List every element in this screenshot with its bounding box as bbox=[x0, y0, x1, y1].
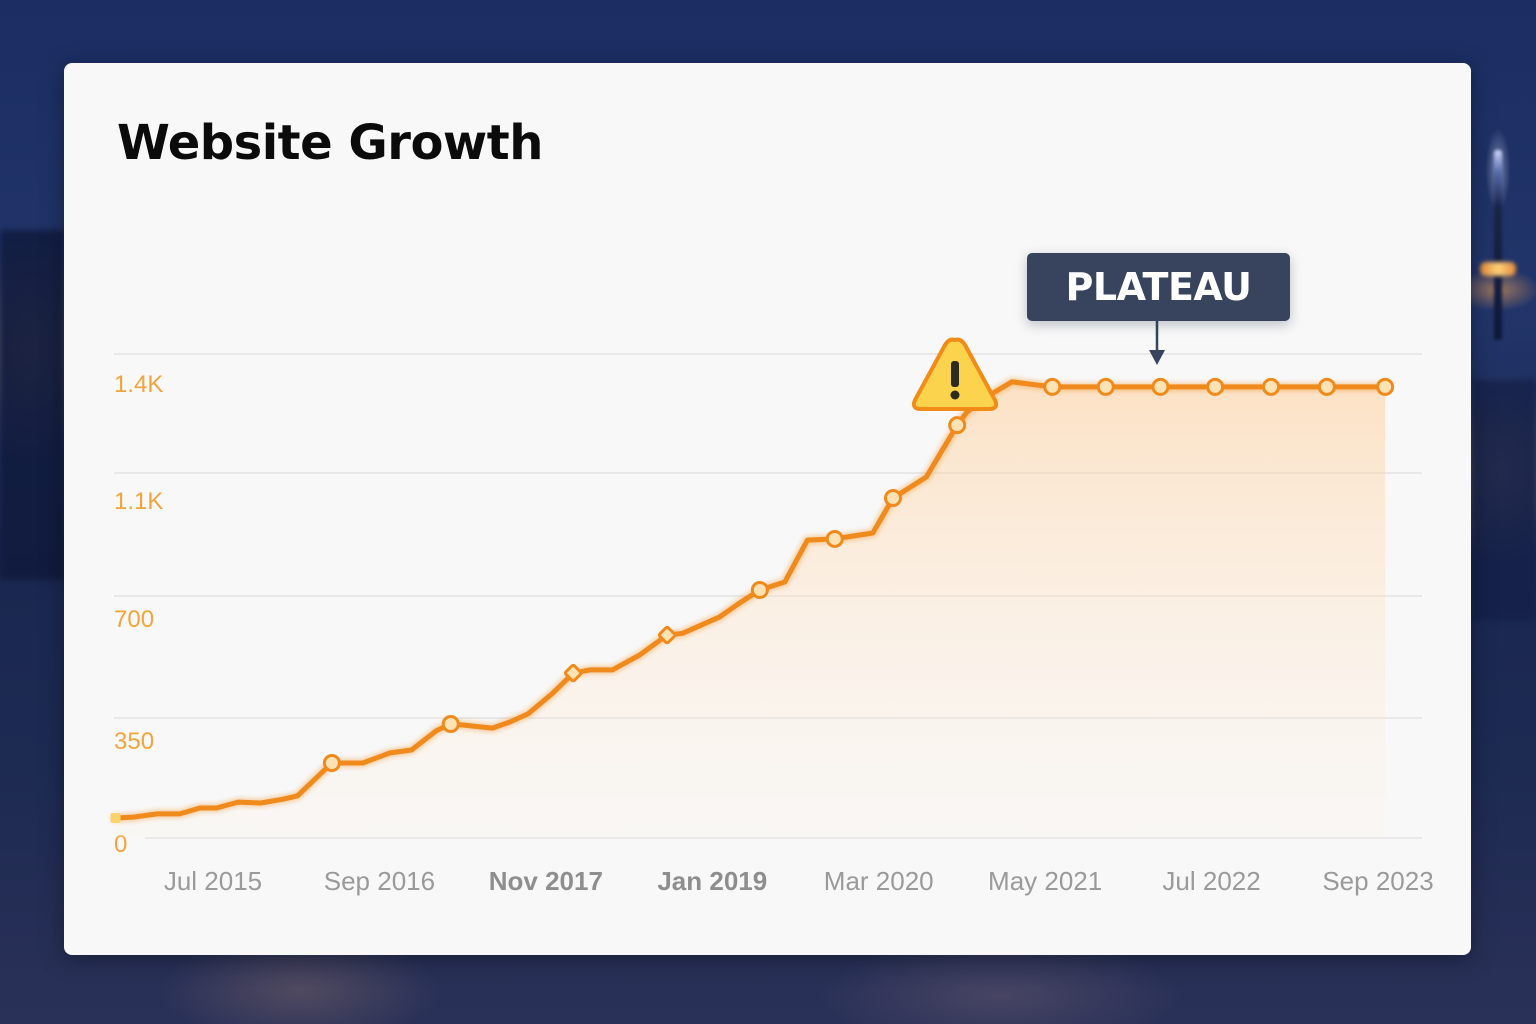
data-point-marker bbox=[1043, 377, 1062, 396]
plateau-arrow bbox=[1149, 321, 1165, 365]
data-markers bbox=[110, 377, 1395, 823]
chart-card: Website Growth 0 350 700 1.1K 1.4K Jul 2015 S… bbox=[64, 63, 1471, 955]
x-tick-label: Jul 2015 bbox=[164, 866, 262, 896]
y-tick-label: 1.1K bbox=[114, 488, 163, 515]
x-tick-label: May 2021 bbox=[988, 866, 1102, 896]
data-point-marker bbox=[441, 714, 460, 733]
chart-title: Website Growth bbox=[117, 115, 543, 171]
data-point-marker bbox=[1151, 377, 1170, 396]
data-point-marker bbox=[825, 529, 844, 548]
data-point-marker bbox=[750, 580, 769, 599]
data-point-marker bbox=[657, 625, 677, 645]
y-tick-label: 700 bbox=[114, 606, 154, 633]
background-building-left bbox=[0, 230, 64, 580]
data-line bbox=[113, 379, 1388, 821]
x-tick-label: Jan 2019 bbox=[657, 866, 767, 896]
data-point-marker bbox=[948, 416, 967, 435]
area-fill bbox=[115, 381, 1386, 838]
data-point-marker bbox=[1262, 377, 1281, 396]
x-tick-label: Mar 2020 bbox=[824, 866, 934, 896]
background-tower-pod bbox=[1480, 262, 1516, 276]
data-point-marker bbox=[564, 663, 583, 683]
plateau-annotation-label: PLATEAU bbox=[1027, 253, 1290, 321]
background-tower bbox=[1494, 150, 1502, 340]
x-tick-label: Sep 2023 bbox=[1322, 866, 1433, 896]
x-tick-label: Nov 2017 bbox=[489, 866, 603, 896]
y-tick-label: 1.4K bbox=[114, 371, 163, 398]
x-tick-label: Sep 2016 bbox=[324, 866, 435, 896]
data-point-marker bbox=[322, 753, 341, 772]
warning-triangle-icon bbox=[911, 337, 999, 411]
data-point-marker bbox=[1376, 377, 1395, 396]
y-tick-label: 350 bbox=[114, 728, 154, 755]
data-point-marker bbox=[1317, 377, 1336, 396]
x-axis-labels: Jul 2015 Sep 2016 Nov 2017 Jan 2019 Mar 2020… bbox=[164, 866, 1434, 896]
data-point-marker bbox=[1096, 377, 1115, 396]
x-tick-label: Jul 2022 bbox=[1162, 866, 1260, 896]
data-point-marker bbox=[1206, 377, 1225, 396]
background-building-right bbox=[1472, 380, 1536, 620]
data-start-marker bbox=[110, 812, 121, 823]
data-point-marker bbox=[883, 489, 902, 508]
